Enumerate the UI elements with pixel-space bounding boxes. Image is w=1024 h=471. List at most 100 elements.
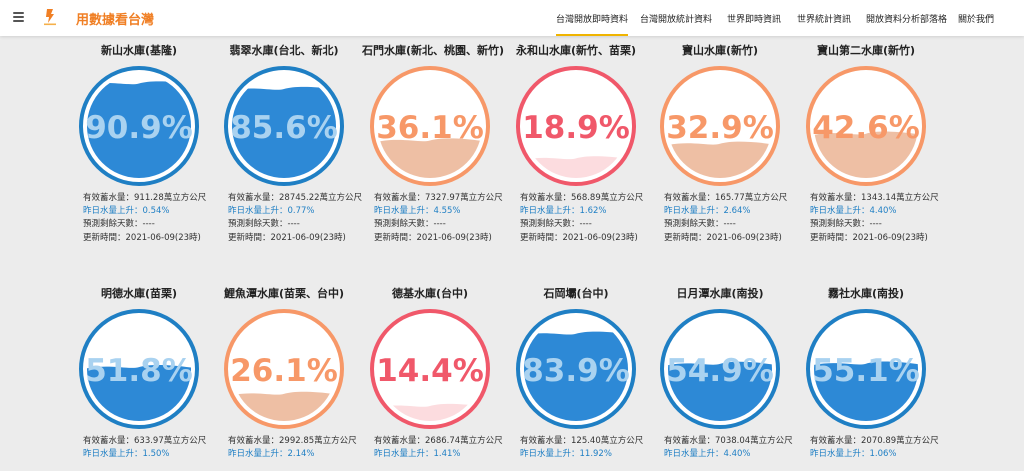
- info-change: 昨日水量上升：0.54%: [83, 206, 170, 217]
- info-storage: 有效蓄水量：2070.89萬立方公尺: [810, 436, 939, 446]
- info-updated: 更新時間：2021-06-09(23時): [664, 232, 782, 243]
- water-level-gauge: 83.9%: [516, 309, 636, 429]
- info-storage: 有效蓄水量：125.40萬立方公尺: [520, 436, 644, 446]
- reservoir-info: 有效蓄水量：1343.14萬立方公尺 昨日水量上升：4.40% 預測剩餘天數：---…: [810, 192, 939, 245]
- level-percent: 85.6%: [230, 110, 338, 146]
- reservoir-info: 有效蓄水量：125.40萬立方公尺 昨日水量上升：11.92%: [520, 435, 643, 461]
- water-level-gauge: 90.9%: [79, 66, 199, 186]
- level-percent: 14.4%: [376, 353, 484, 389]
- info-storage: 有效蓄水量：7038.04萬立方公尺: [664, 436, 793, 446]
- info-updated: 更新時間：2021-06-09(23時): [810, 232, 928, 243]
- reservoir-info: 有效蓄水量：568.89萬立方公尺 昨日水量上升：1.62% 預測剩餘天數：----…: [520, 192, 643, 245]
- reservoir-info: 有效蓄水量：2686.74萬立方公尺 昨日水量上升：1.41%: [374, 435, 503, 461]
- water-level-gauge: 55.1%: [806, 309, 926, 429]
- water-fill: [814, 131, 918, 178]
- water-level-gauge: 18.9%: [516, 66, 636, 186]
- info-change: 昨日水量上升：4.40%: [810, 206, 897, 217]
- reservoir-name: 鯉魚潭水庫(苗栗、台中): [223, 287, 345, 300]
- gauge-ring: [516, 66, 636, 186]
- info-storage: 有效蓄水量：911.28萬立方公尺: [83, 193, 207, 203]
- reservoir-info: 有效蓄水量：2992.85萬立方公尺 昨日水量上升：2.14%: [228, 435, 357, 461]
- logo-icon[interactable]: [43, 8, 57, 26]
- reservoir-name: 石岡壩(台中): [543, 287, 609, 300]
- water-level-gauge: 51.8%: [79, 309, 199, 429]
- info-change: 昨日水量上升：4.40%: [664, 449, 751, 460]
- reservoir-name: 明德水庫(苗栗): [100, 287, 178, 300]
- water-level-gauge: 32.9%: [660, 66, 780, 186]
- info-storage: 有效蓄水量：568.89萬立方公尺: [520, 193, 644, 203]
- water-fill: [814, 361, 918, 421]
- info-days: 預測剩餘天數：----: [664, 219, 736, 230]
- water-level-gauge: 42.6%: [806, 66, 926, 186]
- level-percent: 54.9%: [666, 353, 774, 389]
- reservoir-info: 有效蓄水量：633.97萬立方公尺 昨日水量上升：1.50%: [83, 435, 206, 461]
- reservoir-name: 寶山第二水庫(新竹): [816, 44, 916, 57]
- reservoir-name: 寶山水庫(新竹): [681, 44, 759, 57]
- top-navbar: 用數據看台灣 台灣開放即時資料 台灣開放統計資料 世界即時資訊 世界統計資訊 開放資料分…: [0, 0, 1024, 36]
- info-change: 昨日水量上升：2.14%: [228, 449, 315, 460]
- info-storage: 有效蓄水量：7327.97萬立方公尺: [374, 193, 503, 203]
- reservoir-name: 新山水庫(基隆): [100, 44, 178, 57]
- reservoir-name: 日月潭水庫(南投): [676, 287, 764, 300]
- reservoir-name: 石門水庫(新北、桃園、新竹): [362, 44, 505, 57]
- reservoir-name: 永和山水庫(新竹、苗栗): [515, 44, 637, 57]
- reservoir-name: 德基水庫(台中): [391, 287, 469, 300]
- info-change: 昨日水量上升：1.62%: [520, 206, 607, 217]
- water-level-gauge: 14.4%: [370, 309, 490, 429]
- gauge-ring: [370, 309, 490, 429]
- info-updated: 更新時間：2021-06-09(23時): [83, 232, 201, 243]
- reservoir-info: 有效蓄水量：7327.97萬立方公尺 昨日水量上升：4.55% 預測剩餘天數：---…: [374, 192, 503, 245]
- nav-item[interactable]: 世界即時資訊: [727, 15, 782, 25]
- info-updated: 更新時間：2021-06-09(23時): [520, 232, 638, 243]
- level-percent: 55.1%: [812, 353, 920, 389]
- info-storage: 有效蓄水量：633.97萬立方公尺: [83, 436, 207, 446]
- level-percent: 32.9%: [666, 110, 774, 146]
- level-percent: 90.9%: [85, 110, 193, 146]
- water-fill: [87, 365, 191, 421]
- info-storage: 有效蓄水量：2686.74萬立方公尺: [374, 436, 503, 446]
- reservoir-name: 霧社水庫(南投): [827, 287, 905, 300]
- water-fill: [87, 81, 191, 178]
- info-storage: 有效蓄水量：1343.14萬立方公尺: [810, 193, 939, 203]
- site-title[interactable]: 用數據看台灣: [76, 13, 155, 28]
- info-days: 預測剩餘天數：----: [374, 219, 446, 230]
- info-change: 昨日水量上升：0.77%: [228, 206, 315, 217]
- reservoir-info: 有效蓄水量：2070.89萬立方公尺 昨日水量上升：1.06%: [810, 435, 939, 461]
- water-level-gauge: 26.1%: [224, 309, 344, 429]
- info-change: 昨日水量上升：2.64%: [664, 206, 751, 217]
- nav-item[interactable]: 台灣開放統計資料: [640, 15, 713, 25]
- water-fill: [232, 86, 336, 178]
- info-change: 昨日水量上升：1.41%: [374, 449, 461, 460]
- water-fill: [668, 361, 772, 421]
- water-level-gauge: 54.9%: [660, 309, 780, 429]
- info-updated: 更新時間：2021-06-09(23時): [374, 232, 492, 243]
- nav-item[interactable]: 台灣開放即時資料: [556, 12, 629, 36]
- water-level-gauge: 36.1%: [370, 66, 490, 186]
- reservoir-info: 有效蓄水量：165.77萬立方公尺 昨日水量上升：2.64% 預測剩餘天數：----…: [664, 192, 787, 245]
- info-updated: 更新時間：2021-06-09(23時): [228, 232, 346, 243]
- menu-icon[interactable]: [13, 12, 24, 22]
- reservoir-name: 翡翠水庫(台北、新北): [229, 44, 339, 57]
- level-percent: 36.1%: [376, 110, 484, 146]
- nav-item[interactable]: 開放資料分析部落格: [866, 15, 948, 25]
- info-change: 昨日水量上升：4.55%: [374, 206, 461, 217]
- water-fill: [524, 331, 628, 421]
- info-storage: 有效蓄水量：28745.22萬立方公尺: [228, 193, 363, 203]
- info-days: 預測剩餘天數：----: [83, 219, 155, 230]
- info-change: 昨日水量上升：1.50%: [83, 449, 170, 460]
- info-change: 昨日水量上升：1.06%: [810, 449, 897, 460]
- level-percent: 51.8%: [85, 353, 193, 389]
- nav-item[interactable]: 世界統計資訊: [797, 15, 852, 25]
- info-days: 預測剩餘天數：----: [228, 219, 300, 230]
- info-days: 預測剩餘天數：----: [810, 219, 882, 230]
- reservoir-info: 有效蓄水量：7038.04萬立方公尺 昨日水量上升：4.40%: [664, 435, 793, 461]
- info-storage: 有效蓄水量：165.77萬立方公尺: [664, 193, 788, 203]
- info-change: 昨日水量上升：11.92%: [520, 449, 612, 460]
- nav-item[interactable]: 關於我們: [958, 15, 995, 25]
- level-percent: 42.6%: [812, 110, 920, 146]
- info-days: 預測剩餘天數：----: [520, 219, 592, 230]
- reservoir-info: 有效蓄水量：911.28萬立方公尺 昨日水量上升：0.54% 預測剩餘天數：----…: [83, 192, 206, 245]
- reservoir-info: 有效蓄水量：28745.22萬立方公尺 昨日水量上升：0.77% 預測剩餘天數：--…: [228, 192, 362, 245]
- level-percent: 26.1%: [230, 353, 338, 389]
- level-percent: 18.9%: [522, 110, 630, 146]
